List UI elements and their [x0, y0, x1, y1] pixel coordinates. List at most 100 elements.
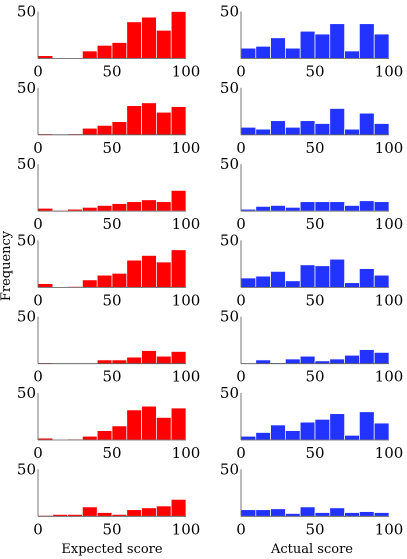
- x-tick-label: 50: [305, 139, 324, 157]
- actual-bar: [344, 354, 360, 365]
- y-tick-label: 50: [17, 231, 36, 249]
- actual-bar: [240, 47, 257, 59]
- x-tick-label: 0: [236, 368, 246, 386]
- expected-bar: [82, 127, 98, 136]
- x-axis-label-actual: Actual score: [270, 542, 353, 557]
- x-tick-label: 0: [236, 444, 246, 462]
- expected-bar: [37, 55, 54, 59]
- expected-bar: [141, 350, 157, 365]
- x-axis-label-expected: Expected score: [61, 542, 162, 557]
- expected-bar: [156, 417, 172, 441]
- x-tick-label: 0: [236, 291, 246, 309]
- x-tick-label: 50: [102, 215, 121, 233]
- actual-bar: [299, 506, 316, 517]
- expected-panel-row-4: 50 0 50 100: [17, 231, 200, 309]
- expected-bar: [126, 509, 142, 517]
- expected-bar: [96, 274, 113, 288]
- actual-bar: [255, 206, 271, 212]
- actual-bar: [329, 108, 345, 136]
- actual-bar: [329, 358, 345, 365]
- x-tick-label: 100: [375, 63, 404, 81]
- expected-bar: [126, 21, 142, 59]
- actual-bar: [329, 413, 345, 441]
- expected-bar: [96, 205, 113, 212]
- x-tick-label: 50: [305, 215, 324, 233]
- expected-bar: [156, 29, 172, 59]
- x-tick-label: 100: [172, 520, 201, 538]
- x-tick-label: 100: [172, 139, 201, 157]
- x-tick-label: 100: [375, 139, 404, 157]
- expected-bar: [170, 11, 187, 59]
- actual-bar: [373, 422, 390, 441]
- x-tick-label: 50: [305, 368, 324, 386]
- x-tick-label: 100: [172, 63, 201, 81]
- x-tick-label: 0: [33, 444, 43, 462]
- y-tick-label: 50: [17, 3, 36, 21]
- actual-bar: [329, 507, 345, 517]
- x-tick-label: 100: [375, 444, 404, 462]
- x-tick-label: 50: [305, 444, 324, 462]
- expected-bar: [156, 201, 172, 212]
- expected-bar: [141, 199, 157, 212]
- actual-bar: [373, 512, 390, 517]
- expected-panel-row-3: 50 0 50 100: [17, 155, 200, 233]
- expected-panel-row-5: 50 0 50 100: [17, 308, 200, 386]
- actual-panel-row-1: 50 0 50 100: [220, 3, 403, 81]
- x-tick-label: 0: [236, 520, 246, 538]
- expected-bar: [96, 430, 113, 441]
- actual-bar: [314, 33, 331, 59]
- expected-bar: [111, 359, 128, 365]
- x-tick-label: 50: [305, 63, 324, 81]
- actual-bar: [359, 349, 375, 365]
- expected-bar: [82, 206, 98, 212]
- x-tick-label: 100: [172, 368, 201, 386]
- actual-bar: [299, 201, 316, 212]
- expected-bar: [126, 259, 142, 288]
- expected-bar: [126, 356, 142, 365]
- actual-bar: [240, 126, 257, 136]
- actual-panel-row-2: 50 0 50 100: [220, 79, 403, 157]
- x-tick-label: 100: [172, 444, 201, 462]
- actual-bar: [314, 201, 331, 212]
- expected-bar: [170, 106, 187, 136]
- y-tick-label: 50: [17, 79, 36, 97]
- expected-bar: [96, 512, 113, 517]
- x-tick-label: 0: [236, 63, 246, 81]
- actual-bar: [255, 359, 271, 365]
- actual-bar: [299, 355, 316, 365]
- actual-bar: [344, 434, 360, 441]
- actual-bar: [285, 126, 301, 136]
- actual-bar: [299, 264, 316, 288]
- x-tick-label: 0: [236, 139, 246, 157]
- expected-bar: [37, 207, 54, 212]
- actual-bar: [270, 120, 286, 136]
- expected-bar: [96, 44, 113, 59]
- expected-bar: [82, 279, 98, 288]
- x-tick-label: 50: [102, 139, 121, 157]
- actual-bar: [359, 411, 375, 441]
- actual-bar: [329, 258, 345, 288]
- actual-bar: [359, 23, 375, 59]
- expected-panel-row-2: 50 0 50 100: [17, 79, 200, 157]
- expected-bar: [141, 405, 157, 441]
- actual-bar: [270, 508, 286, 517]
- actual-bar: [344, 512, 360, 517]
- x-tick-label: 100: [375, 291, 404, 309]
- y-tick-label: 50: [220, 155, 239, 173]
- expected-bar: [170, 249, 187, 288]
- x-tick-label: 100: [172, 215, 201, 233]
- actual-bar: [270, 424, 286, 441]
- actual-bar: [240, 435, 257, 441]
- y-axis-label: Frequency: [0, 230, 14, 301]
- actual-bar: [373, 33, 390, 59]
- actual-bar: [285, 513, 301, 517]
- expected-bar: [170, 190, 187, 212]
- expected-bar: [156, 505, 172, 517]
- expected-bar: [141, 507, 157, 517]
- x-tick-label: 100: [172, 291, 201, 309]
- actual-bar: [285, 280, 301, 288]
- x-tick-label: 100: [375, 368, 404, 386]
- expected-bar: [126, 409, 142, 441]
